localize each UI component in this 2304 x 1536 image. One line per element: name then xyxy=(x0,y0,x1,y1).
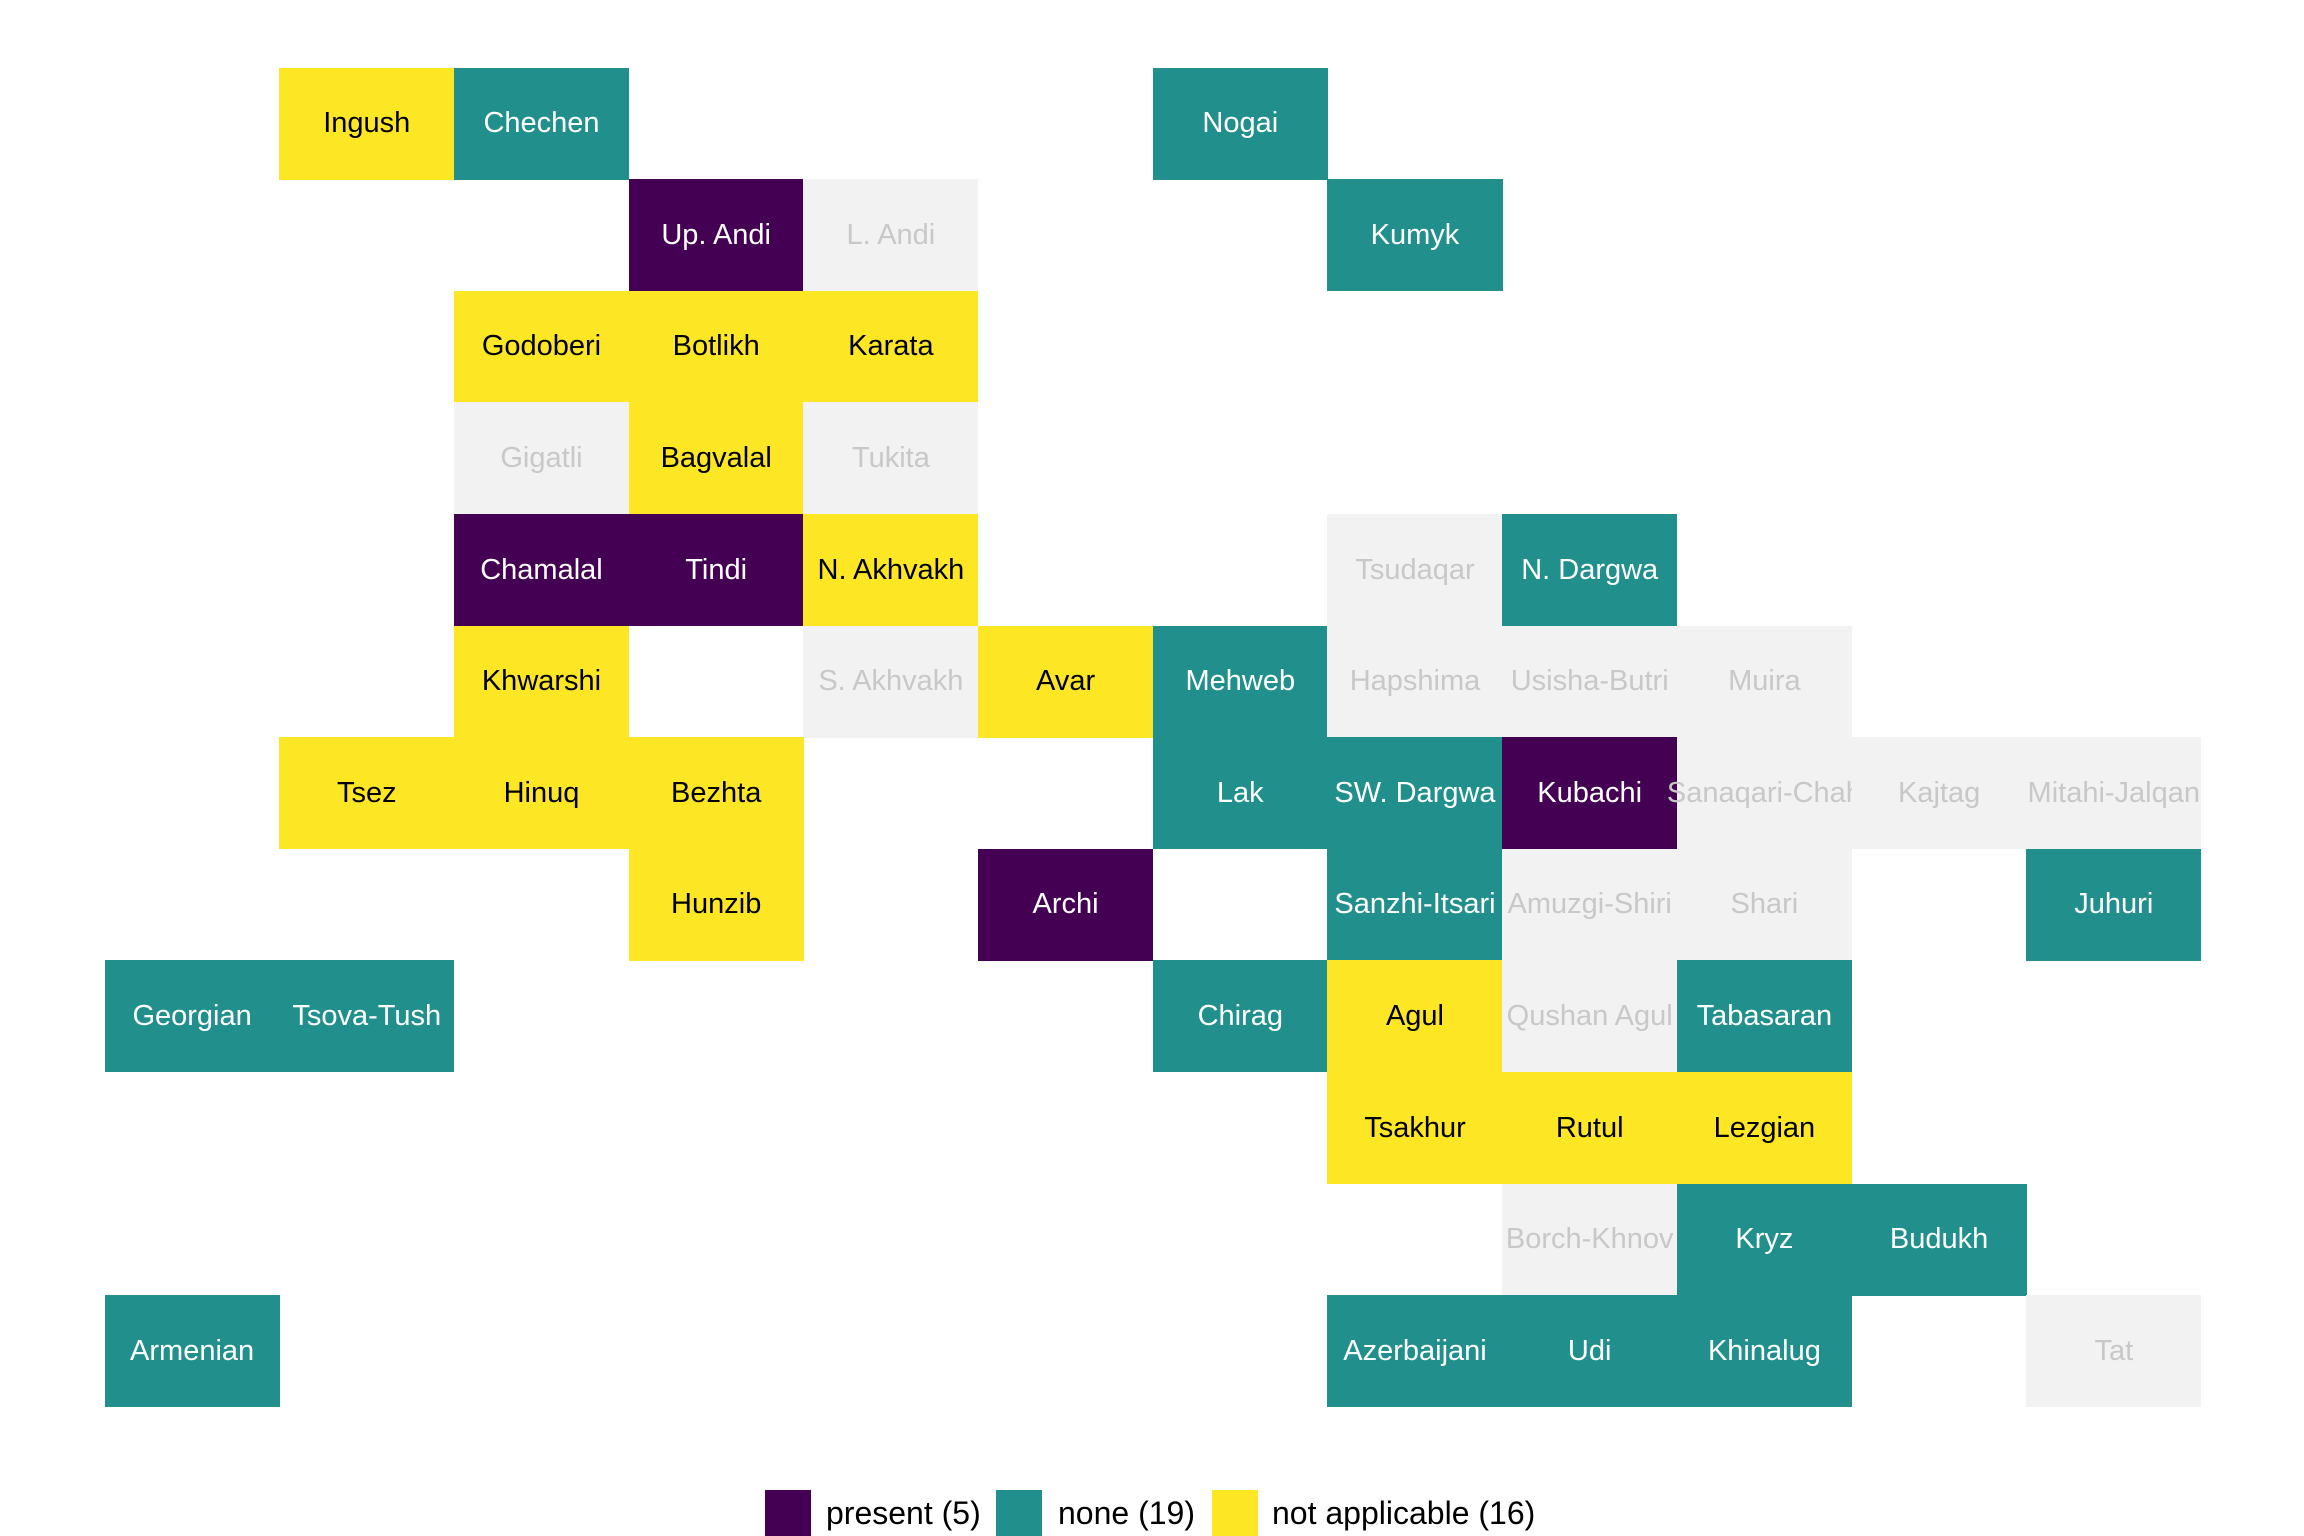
legend-label-not-applicable: not applicable (16) xyxy=(1272,1495,1536,1531)
tile-mitahi-jalqan: Mitahi-Jalqan xyxy=(2026,737,2202,850)
tile-kajtag: Kajtag xyxy=(1851,737,2027,850)
tile-s-akhvakh: S. Akhvakh xyxy=(803,625,979,738)
tile-tabasaran: Tabasaran xyxy=(1676,960,1852,1073)
tile-sanaqari-chah: Sanaqari-Chah xyxy=(1667,737,1862,850)
tile-chamalal: Chamalal xyxy=(453,514,630,627)
tile-agul: Agul xyxy=(1327,960,1503,1073)
legend-label-present: present (5) xyxy=(826,1495,981,1531)
tile-sw-dargwa: SW. Dargwa xyxy=(1327,737,1503,850)
tile-armenian: Armenian xyxy=(104,1295,280,1408)
tile-usisha-butri: Usisha-Butri xyxy=(1502,625,1678,738)
tile-tsakhur: Tsakhur xyxy=(1327,1072,1503,1185)
tile-bezhta: Bezhta xyxy=(628,737,804,850)
tile-tindi: Tindi xyxy=(628,514,804,627)
tile-n-dargwa: N. Dargwa xyxy=(1502,514,1678,627)
tile-godoberi: Godoberi xyxy=(453,290,630,403)
tile-tsudaqar: Tsudaqar xyxy=(1327,514,1503,627)
tile-tat: Tat xyxy=(2026,1295,2202,1408)
tile-amuzgi-shiri: Amuzgi-Shiri xyxy=(1502,848,1678,961)
tile-shari: Shari xyxy=(1676,848,1852,961)
tile-juhuri: Juhuri xyxy=(2026,848,2202,961)
tile-budukh: Budukh xyxy=(1851,1183,2027,1296)
tile-l-andi: L. Andi xyxy=(803,179,979,292)
tile-qushan-agul: Qushan Agul xyxy=(1502,960,1678,1073)
tile-kumyk: Kumyk xyxy=(1327,179,1503,292)
tile-rutul: Rutul xyxy=(1502,1072,1678,1185)
legend-swatch-present xyxy=(765,1490,811,1536)
tile-hapshima: Hapshima xyxy=(1327,625,1503,738)
tile-tukita: Tukita xyxy=(803,402,979,515)
legend-swatch-none xyxy=(996,1490,1042,1536)
legend-label-none: none (19) xyxy=(1058,1495,1195,1531)
tile-khinalug: Khinalug xyxy=(1676,1295,1852,1408)
tile-khwarshi: Khwarshi xyxy=(453,625,630,738)
tile-kubachi: Kubachi xyxy=(1502,737,1678,850)
tile-sanzhi-itsari: Sanzhi-Itsari xyxy=(1327,848,1503,961)
tile-botlikh: Botlikh xyxy=(628,290,804,403)
tile-mehweb: Mehweb xyxy=(1152,625,1328,738)
tile-lak: Lak xyxy=(1152,737,1328,850)
tile-borch-khnov: Borch-Khnov xyxy=(1502,1183,1678,1296)
tile-chechen: Chechen xyxy=(453,67,630,180)
tile-nogai: Nogai xyxy=(1152,67,1328,180)
legend-swatch-not-applicable xyxy=(1212,1490,1258,1536)
tile-ingush: Ingush xyxy=(279,67,455,180)
tile-archi: Archi xyxy=(978,848,1154,961)
tile-hinuq: Hinuq xyxy=(453,737,630,850)
tile-azerbaijani: Azerbaijani xyxy=(1327,1295,1503,1408)
tile-muira: Muira xyxy=(1676,625,1852,738)
tile-karata: Karata xyxy=(803,290,979,403)
tile-tsova-tush: Tsova-Tush xyxy=(279,960,455,1073)
tile-lezgian: Lezgian xyxy=(1676,1072,1852,1185)
tile-chirag: Chirag xyxy=(1152,960,1328,1073)
tile-n-akhvakh: N. Akhvakh xyxy=(803,514,979,627)
tile-gigatli: Gigatli xyxy=(453,402,630,515)
tile-udi: Udi xyxy=(1502,1295,1678,1408)
tile-georgian: Georgian xyxy=(104,960,280,1073)
tile-tsez: Tsez xyxy=(279,737,455,850)
tile-up-andi: Up. Andi xyxy=(628,179,804,292)
tile-hunzib: Hunzib xyxy=(628,848,804,961)
tile-kryz: Kryz xyxy=(1676,1183,1852,1296)
tile-avar: Avar xyxy=(978,625,1154,738)
tile-bagvalal: Bagvalal xyxy=(628,402,804,515)
